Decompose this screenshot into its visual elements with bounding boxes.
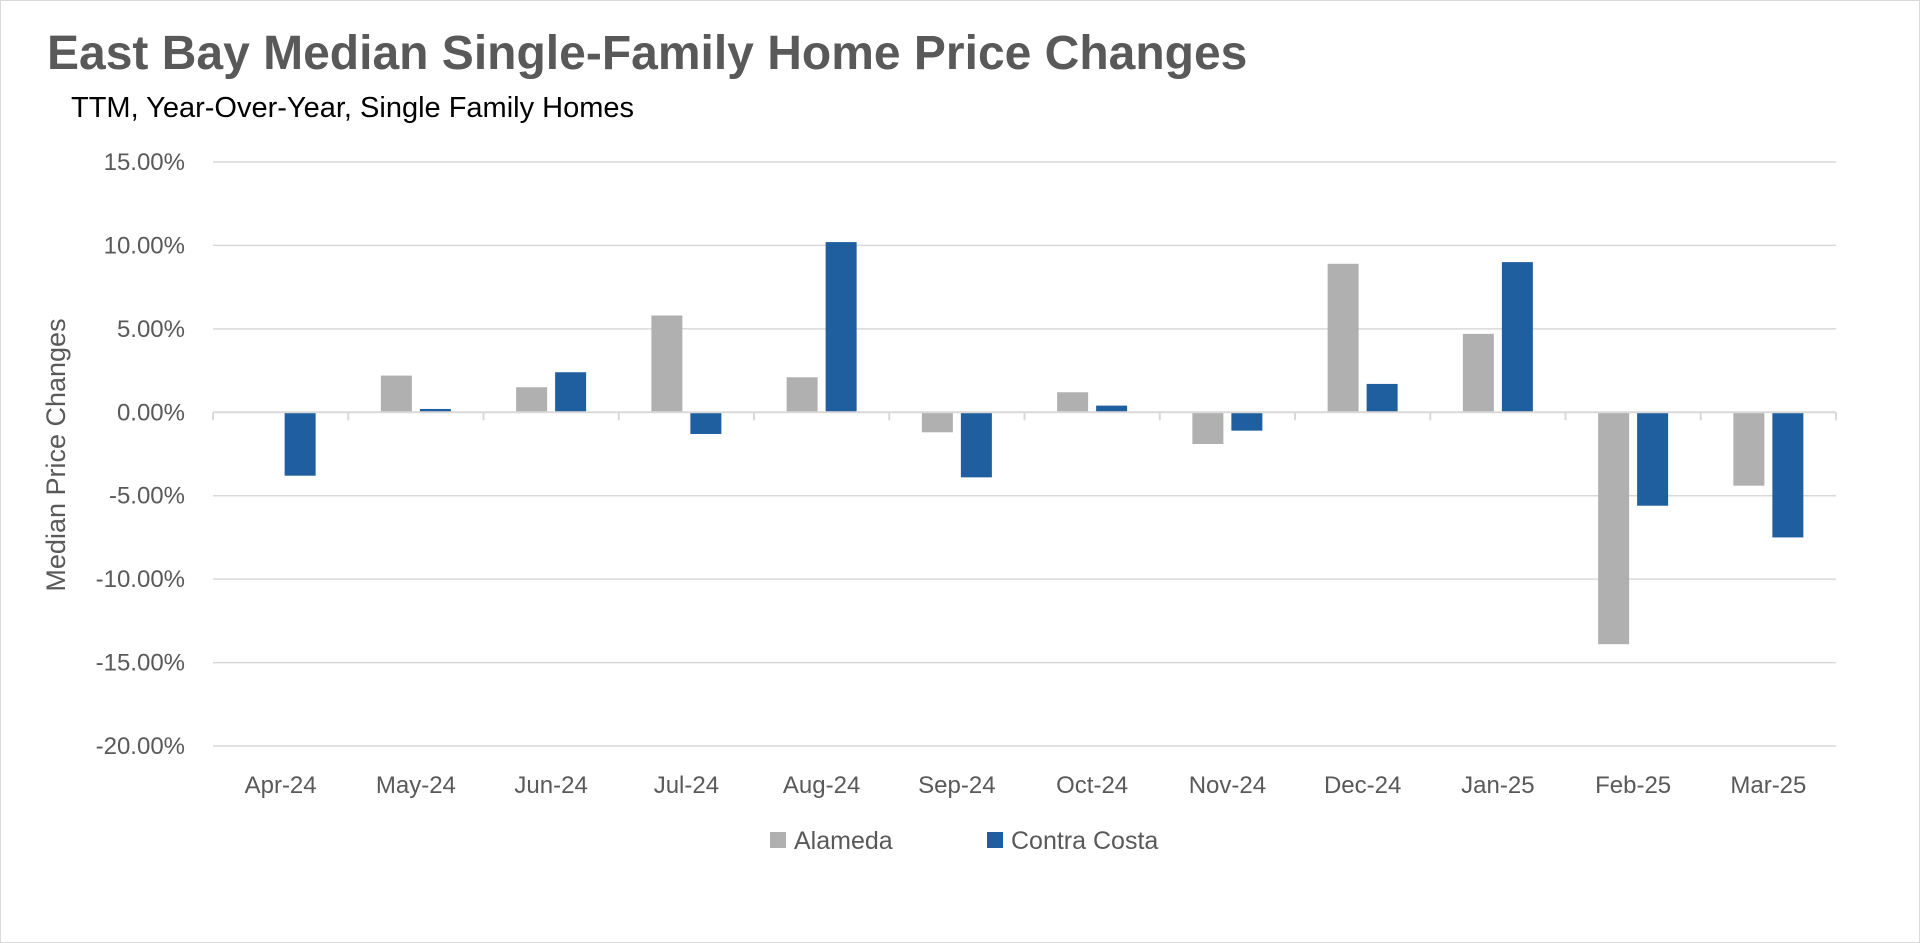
y-tick-label: 0.00% <box>117 399 185 426</box>
bar-alameda <box>1057 392 1089 413</box>
x-tick-label: Jun-24 <box>514 772 587 799</box>
bar-contra-costa <box>690 412 722 434</box>
bar-contra-costa <box>284 412 316 476</box>
y-tick-label: -15.00% <box>96 650 185 677</box>
y-tick-label: -10.00% <box>96 566 185 593</box>
x-tick-label: Jul-24 <box>654 772 719 799</box>
bar-alameda <box>1598 412 1630 645</box>
bar-alameda <box>786 377 818 413</box>
x-axis <box>212 411 1837 421</box>
x-tick-label: Apr-24 <box>245 772 317 799</box>
bar-contra-costa <box>1366 383 1398 413</box>
chart-title: East Bay Median Single-Family Home Price… <box>47 27 1248 80</box>
bar-alameda <box>1733 412 1765 486</box>
bar-contra-costa <box>825 242 857 413</box>
x-axis-ticks: Apr-24 May-24 Jun-24 Jul-24 Aug-24 Sep-24 Oct-… <box>245 772 1807 799</box>
bar-alameda <box>380 375 412 413</box>
x-tick-label: Sep-24 <box>918 772 995 799</box>
bars <box>284 242 1804 645</box>
y-tick-label: 5.00% <box>117 316 185 343</box>
bar-alameda <box>1327 263 1359 413</box>
x-tick-label: May-24 <box>376 772 456 799</box>
legend-swatch <box>987 832 1003 848</box>
bar-contra-costa <box>960 412 992 478</box>
bar-contra-costa <box>1637 412 1669 506</box>
legend: Alameda Contra Costa <box>770 827 1158 855</box>
legend-label: Alameda <box>794 827 893 855</box>
x-tick-label: Dec-24 <box>1324 772 1401 799</box>
bar-contra-costa <box>1772 412 1804 538</box>
x-tick-label: Aug-24 <box>783 772 860 799</box>
bar-alameda <box>921 412 953 433</box>
bar-contra-costa <box>1231 412 1263 431</box>
x-tick-label: Oct-24 <box>1056 772 1128 799</box>
bar-contra-costa <box>1501 262 1533 413</box>
x-tick-label: Nov-24 <box>1189 772 1266 799</box>
y-tick-label: -5.00% <box>109 483 185 510</box>
x-tick-label: Feb-25 <box>1595 772 1671 799</box>
bar-alameda <box>1462 333 1494 413</box>
legend-swatch <box>770 832 786 848</box>
bar-alameda <box>651 315 683 413</box>
bar-contra-costa <box>419 408 451 413</box>
bar-contra-costa <box>1096 405 1128 413</box>
bar-contra-costa <box>555 372 587 413</box>
x-tick-label: Mar-25 <box>1730 772 1806 799</box>
y-axis-label: Median Price Changes <box>41 318 71 591</box>
y-tick-label: -20.00% <box>96 733 185 760</box>
y-tick-label: 10.00% <box>104 232 185 259</box>
gridlines <box>213 161 1836 747</box>
chart-subtitle: TTM, Year-Over-Year, Single Family Homes <box>71 92 635 124</box>
x-tick-label: Jan-25 <box>1461 772 1534 799</box>
bar-alameda <box>516 387 548 413</box>
legend-label: Contra Costa <box>1011 827 1158 855</box>
bar-alameda <box>1192 412 1224 444</box>
y-tick-label: 15.00% <box>104 149 185 176</box>
y-axis-ticks: 15.00% 10.00% 5.00% 0.00% -5.00% -10.00% -15.0… <box>96 149 185 760</box>
